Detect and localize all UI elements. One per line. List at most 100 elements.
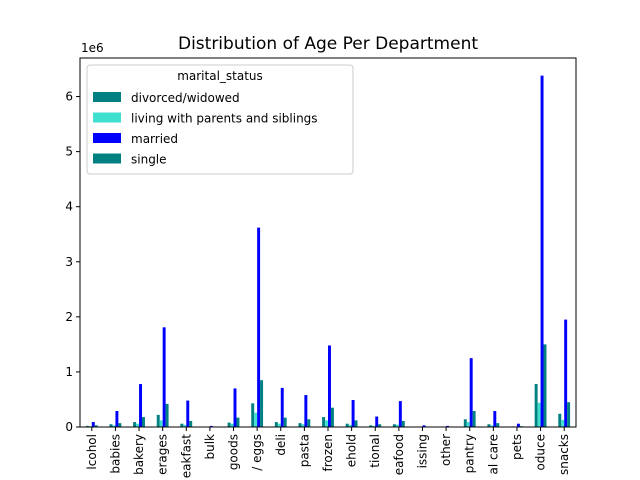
bar-babies-1 bbox=[112, 425, 116, 427]
bar-household-0 bbox=[345, 423, 349, 427]
bar-personal-care-0 bbox=[487, 424, 491, 427]
x-tick-label: al care bbox=[486, 434, 500, 475]
x-tick-label: eafood bbox=[392, 434, 406, 475]
x-tick-label: pasta bbox=[297, 434, 311, 467]
bar-canned-goods-3 bbox=[236, 417, 240, 427]
y-tick-label: 5 bbox=[65, 145, 73, 159]
bar-bulk-2 bbox=[209, 425, 213, 427]
bar-canned-goods-2 bbox=[233, 388, 237, 427]
bar-snacks-0 bbox=[558, 413, 562, 427]
bar-personal-care-2 bbox=[493, 411, 497, 427]
bar-pantry-3 bbox=[472, 411, 476, 427]
bar-meat-seafood-0 bbox=[392, 424, 396, 427]
bar-alcohol-2 bbox=[91, 422, 95, 427]
bar-dairy-eggs-2 bbox=[257, 227, 261, 427]
y-tick-label: 0 bbox=[65, 420, 73, 434]
bar-bakery-3 bbox=[142, 417, 145, 427]
x-tick-label: / eggs bbox=[250, 434, 264, 471]
bar-deli-0 bbox=[274, 422, 278, 427]
bar-breakfast-0 bbox=[180, 423, 184, 427]
x-tick-label: babies bbox=[108, 434, 122, 474]
bar-frozen-0 bbox=[322, 417, 326, 427]
bar-dairy-eggs-3 bbox=[260, 380, 264, 427]
x-tick-label: pets bbox=[510, 434, 524, 460]
x-axis-ticks: lcohol babies bakery erages eakfast bulk goods… bbox=[85, 427, 571, 478]
bar-pantry-2 bbox=[469, 358, 473, 427]
bar-pantry-1 bbox=[466, 422, 470, 427]
bar-dry-goods-pasta-2 bbox=[304, 395, 308, 427]
bar-bakery-2 bbox=[139, 384, 142, 427]
bar-meat-seafood-2 bbox=[398, 401, 402, 427]
bar-alcohol-3 bbox=[94, 425, 98, 427]
y-tick-label: 3 bbox=[65, 255, 73, 269]
bar-personal-care-3 bbox=[496, 423, 500, 427]
bar-breakfast-2 bbox=[186, 400, 190, 427]
bar-dry-goods-pasta-3 bbox=[307, 419, 311, 427]
bar-breakfast-1 bbox=[183, 424, 187, 427]
bar-babies-0 bbox=[109, 424, 113, 427]
bar-alcohol-0 bbox=[85, 425, 89, 427]
bar-household-3 bbox=[354, 420, 358, 427]
y-tick-label: 1 bbox=[65, 365, 73, 379]
bar-produce-3 bbox=[543, 344, 547, 427]
x-tick-label: issing bbox=[415, 434, 429, 468]
legend-box bbox=[86, 64, 354, 175]
y-axis-ticks: 0 1 2 3 4 5 6 bbox=[65, 90, 80, 434]
x-tick-label: bulk bbox=[203, 434, 217, 460]
bar-frozen-1 bbox=[325, 420, 328, 427]
bar-international-2 bbox=[375, 416, 379, 427]
legend: marital_status divorced/widowed living wi… bbox=[86, 64, 354, 175]
bar-produce-1 bbox=[537, 402, 541, 427]
bar-produce-0 bbox=[534, 384, 538, 427]
bar-household-1 bbox=[348, 424, 352, 427]
x-tick-label: lcohol bbox=[85, 434, 99, 470]
bar-snacks-2 bbox=[564, 319, 568, 427]
legend-label: single bbox=[131, 153, 167, 167]
bar-meat-seafood-1 bbox=[395, 424, 399, 427]
bar-bakery-0 bbox=[133, 422, 137, 427]
bar-babies-2 bbox=[115, 411, 119, 427]
bar-canned-goods-0 bbox=[227, 422, 231, 427]
x-tick-label: eakfast bbox=[179, 434, 193, 479]
legend-label: married bbox=[131, 132, 178, 146]
axes-frame bbox=[79, 57, 577, 428]
x-tick-label: snacks bbox=[557, 434, 571, 475]
bar-beverages-1 bbox=[159, 420, 163, 427]
bar-breakfast-3 bbox=[189, 420, 193, 427]
x-tick-label: bakery bbox=[132, 434, 146, 475]
legend-swatch bbox=[93, 153, 121, 164]
bar-meat-seafood-3 bbox=[401, 420, 405, 427]
bar-frozen-3 bbox=[330, 407, 334, 427]
y-tick-label: 2 bbox=[65, 310, 73, 324]
legend-label: divorced/widowed bbox=[131, 91, 240, 105]
bar-produce-2 bbox=[540, 75, 544, 428]
x-tick-label: pantry bbox=[463, 434, 477, 473]
bar-dry-goods-pasta-0 bbox=[298, 423, 302, 427]
y-offset-label: 1e6 bbox=[81, 41, 104, 55]
x-tick-label: other bbox=[439, 434, 453, 466]
bar-pantry-0 bbox=[463, 419, 467, 427]
legend-swatch bbox=[93, 92, 121, 102]
legend-label: living with parents and siblings bbox=[131, 112, 318, 126]
x-tick-label: tional bbox=[368, 434, 382, 468]
x-tick-label: goods bbox=[227, 434, 241, 470]
bar-deli-3 bbox=[283, 417, 287, 427]
bar-beverages-3 bbox=[165, 403, 169, 427]
bar-bakery-1 bbox=[136, 423, 140, 427]
y-tick-label: 4 bbox=[65, 200, 73, 214]
x-tick-label: deli bbox=[274, 434, 288, 456]
y-tick-label: 6 bbox=[65, 90, 73, 104]
x-tick-label: oduce bbox=[534, 434, 548, 471]
bar-canned-goods-1 bbox=[230, 423, 234, 427]
bar-snacks-1 bbox=[561, 419, 565, 427]
bar-babies-3 bbox=[118, 423, 122, 427]
bar-international-3 bbox=[378, 424, 382, 427]
bar-dry-goods-pasta-1 bbox=[301, 424, 305, 427]
bar-dairy-eggs-0 bbox=[251, 403, 255, 427]
legend-items: divorced/widowed living with parents and … bbox=[93, 91, 318, 167]
bar-other-2 bbox=[446, 425, 450, 427]
bar-deli-2 bbox=[280, 387, 284, 427]
bar-personal-care-1 bbox=[490, 425, 494, 427]
bar-household-2 bbox=[351, 400, 355, 427]
